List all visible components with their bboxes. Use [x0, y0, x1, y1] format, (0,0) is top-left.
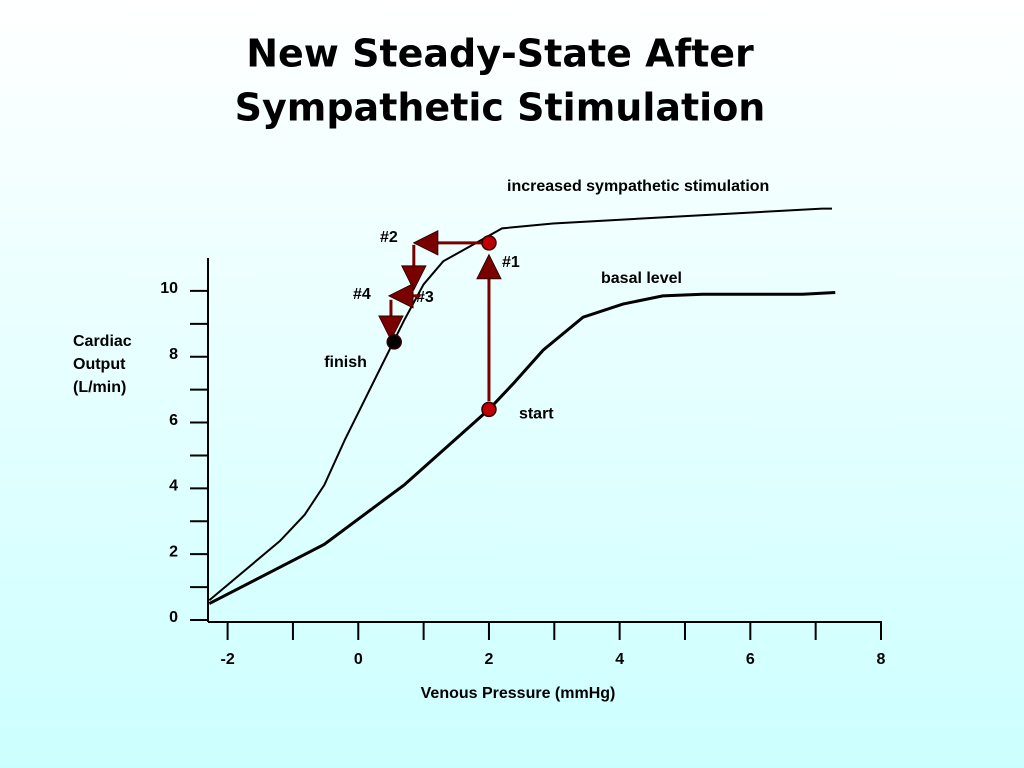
- arrow-head: [412, 230, 439, 256]
- point: [481, 235, 497, 251]
- title-line: New Steady-State After: [246, 32, 754, 76]
- x-tick-label: 0: [354, 651, 363, 668]
- point: [481, 401, 497, 418]
- x-tick-label: 2: [485, 651, 494, 668]
- curve: [208, 291, 836, 605]
- arrow-label: #2: [380, 229, 398, 246]
- x-axis-label: Venous Pressure (mmHg): [421, 685, 616, 702]
- y-tick-label: 8: [169, 346, 178, 363]
- arrow-label: #3: [416, 289, 434, 306]
- arrow-label: #1: [502, 254, 520, 271]
- y-tick-label: 6: [169, 412, 178, 429]
- arrow-head: [378, 315, 404, 342]
- y-axis-label: Cardiac: [73, 333, 132, 350]
- title-line: Sympathetic Stimulation: [235, 86, 766, 130]
- y-tick-label: 0: [169, 609, 178, 626]
- arrow-head: [401, 265, 427, 292]
- y-tick-label: 10: [160, 280, 178, 297]
- curve: [208, 207, 832, 602]
- y-tick-label: 2: [169, 543, 178, 560]
- point-label: finish: [324, 354, 367, 371]
- arrow-label: #4: [353, 286, 371, 303]
- arrow-head: [387, 283, 414, 309]
- y-axis-label: Output: [73, 356, 126, 373]
- x-tick-label: 4: [615, 651, 624, 668]
- x-tick-label: -2: [220, 651, 234, 668]
- y-tick-label: 4: [169, 478, 178, 495]
- point: [386, 334, 402, 350]
- arrow-head: [476, 253, 502, 280]
- series-label: increased sympathetic stimulation: [507, 178, 769, 195]
- y-axis-label: (L/min): [73, 379, 126, 396]
- x-tick-label: 6: [746, 651, 755, 668]
- point-label: start: [519, 406, 554, 423]
- series-label: basal level: [601, 270, 682, 287]
- x-tick-label: 8: [877, 651, 886, 668]
